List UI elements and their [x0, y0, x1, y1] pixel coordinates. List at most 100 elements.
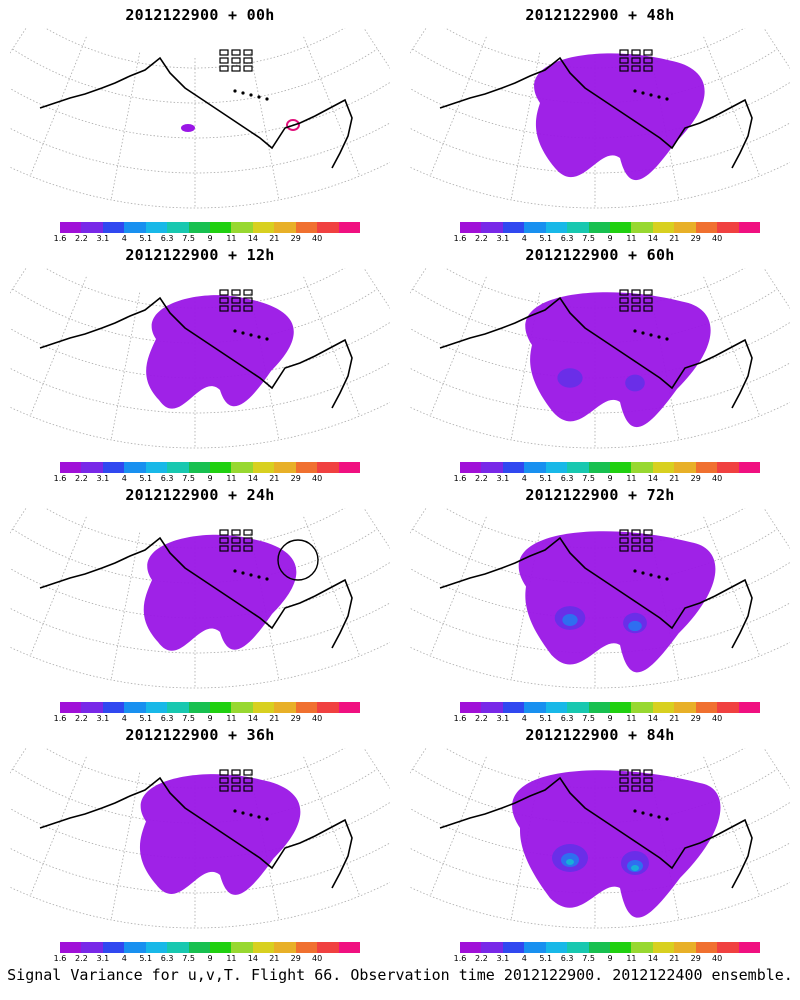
island-dot — [641, 331, 645, 335]
arctic-islands — [619, 289, 653, 312]
colorbar-segment — [610, 462, 632, 473]
colorbar-tick-label: 21 — [669, 954, 680, 963]
colorbar — [460, 222, 761, 233]
coastline — [439, 296, 753, 409]
map-panel-12h: 2012122900 + 12h 1.6 2.2 3.1 4 5.1 6.3 7.5 9 11 14… — [0, 240, 400, 483]
colorbar-ticks: 1.6 2.2 3.1 4 5.1 6.3 7.5 9 11 14 21 29 40 — [54, 714, 360, 724]
latitude-gridline — [410, 362, 790, 414]
colorbar-segment — [524, 462, 547, 473]
island-dot — [249, 333, 253, 337]
colorbar-tick-label: 2.2 — [475, 234, 488, 243]
colorbar-tick-label: 6.3 — [560, 714, 574, 723]
colorbar-tick-label: 11 — [626, 954, 637, 963]
island-dot — [633, 569, 637, 573]
coastline — [39, 536, 353, 649]
colorbar-tick-label: 29 — [290, 954, 301, 963]
colorbar-segment — [124, 942, 147, 953]
latitude-gridline — [12, 48, 378, 104]
colorbar-segment — [145, 462, 168, 473]
colorbar-tick-label: 5.1 — [139, 714, 153, 723]
colorbar-segment — [81, 462, 104, 473]
colorbar-tick-label: 7.5 — [582, 954, 595, 963]
colorbar-tick-label: 9 — [607, 954, 613, 963]
colorbar-tick-label: 1.6 — [453, 714, 467, 723]
latitude-gridline — [10, 561, 390, 619]
colorbar-segment — [481, 942, 504, 953]
colorbar-segment — [167, 702, 190, 713]
meridian-gridline — [29, 276, 87, 417]
arctic-islands — [619, 49, 653, 72]
colorbar-segment — [210, 942, 232, 953]
colorbar-tick-label: 11 — [626, 714, 637, 723]
map-panel-84h: 2012122900 + 84h 1.6 2.2 3.1 4 5.1 6.3 7.5 9 11 14… — [400, 720, 800, 963]
latitude-gridline — [410, 122, 790, 174]
colorbar-segment — [652, 222, 675, 233]
latitude-gridline — [10, 81, 390, 139]
colorbar-segment — [167, 942, 190, 953]
colorbar-segment — [231, 222, 254, 233]
colorbar-segment — [524, 702, 547, 713]
meridian-gridline — [29, 36, 87, 177]
colorbar-tick-label: 2.2 — [475, 474, 488, 483]
colorbar-segment — [674, 702, 697, 713]
colorbar-segment — [674, 942, 697, 953]
map-boundary — [10, 508, 390, 689]
meridian-gridline — [110, 532, 141, 680]
colorbar-tick-label: 6.3 — [160, 474, 174, 483]
island-dot — [233, 329, 237, 333]
colorbar-segment — [252, 222, 275, 233]
colorbar-tick-label: 14 — [247, 714, 258, 723]
colorbar — [460, 942, 761, 953]
meridian-gridline — [429, 276, 487, 417]
colorbar-ticks: 1.6 2.2 3.1 4 5.1 6.3 7.5 9 11 14 21 29 40 — [454, 714, 760, 724]
colorbar-tick-label: 29 — [690, 234, 701, 243]
island-dot — [633, 89, 637, 93]
colorbar-segment — [102, 702, 125, 713]
meridian-gridline — [429, 36, 487, 177]
colorbar-segment — [481, 222, 504, 233]
colorbar-tick-label: 5.1 — [539, 714, 553, 723]
latitude-gridline — [410, 81, 790, 139]
colorbar-segment — [295, 942, 318, 953]
colorbar-segment — [231, 942, 254, 953]
colorbar-segment — [631, 222, 654, 233]
meridian-gridline — [110, 292, 141, 440]
colorbar-tick-label: 11 — [626, 474, 637, 483]
colorbar — [460, 702, 761, 713]
colorbar-tick-label: 14 — [647, 714, 658, 723]
colorbar-tick-label: 3.1 — [496, 474, 510, 483]
colorbar-ticks: 1.6 2.2 3.1 4 5.1 6.3 7.5 9 11 14 21 29 40 — [54, 954, 360, 964]
map-boundary — [10, 28, 390, 209]
island-dot — [249, 813, 253, 817]
colorbar-segment — [695, 702, 718, 713]
colorbar-segment — [274, 462, 297, 473]
island-dot — [241, 331, 245, 335]
arctic-islands — [219, 49, 253, 72]
latitude-gridline — [10, 602, 390, 654]
island-dot — [241, 91, 245, 95]
island-dot — [241, 571, 245, 575]
colorbar-tick-label: 21 — [669, 474, 680, 483]
latitude-gridline — [410, 842, 790, 894]
colorbar-tick-label: 7.5 — [182, 714, 195, 723]
colorbar-segment — [567, 462, 590, 473]
colorbar-segment — [145, 222, 168, 233]
colorbar-tick-label: 9 — [207, 954, 213, 963]
island-dot — [265, 577, 269, 581]
island-dot — [641, 571, 645, 575]
colorbar-tick-label: 29 — [690, 474, 701, 483]
colorbar-segment — [567, 222, 590, 233]
colorbar-tick-label: 7.5 — [582, 474, 595, 483]
colorbar-tick-label: 1.6 — [453, 954, 467, 963]
colorbar-segment — [695, 942, 718, 953]
colorbar-tick-label: 14 — [647, 474, 658, 483]
colorbar-tick-label: 3.1 — [96, 234, 110, 243]
colorbar-segment — [274, 222, 297, 233]
island-dot — [665, 817, 669, 821]
observation-contour — [286, 119, 300, 131]
variance-field — [512, 770, 721, 918]
colorbar-segment — [317, 462, 340, 473]
colorbar-segment — [252, 462, 275, 473]
colorbar-tick-label: 9 — [607, 234, 613, 243]
colorbar-tick-label: 7.5 — [182, 954, 195, 963]
